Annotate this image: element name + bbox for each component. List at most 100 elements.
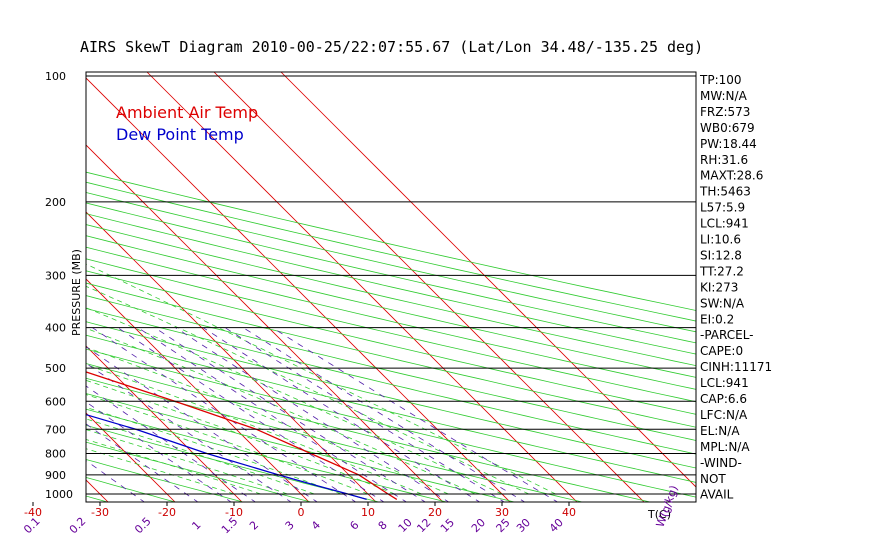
- dry-adiabat-line: [86, 235, 696, 378]
- ambient-air-temp-line: [86, 371, 398, 500]
- dry-adiabat-line: [86, 348, 696, 498]
- moist-adiabat-line: [86, 406, 342, 495]
- pressure-tick-label: 100: [45, 70, 66, 83]
- dew-point-temp-line: [86, 413, 367, 501]
- dry-adiabat-line: [86, 270, 696, 415]
- dry-adiabat-line: [86, 308, 696, 455]
- stat-item: LFC:N/A: [700, 408, 748, 422]
- stat-item: WB0:679: [700, 121, 755, 135]
- dry-adiabat-line: [86, 181, 696, 322]
- stat-item: SW:N/A: [700, 296, 745, 310]
- mixing-ratio-line: [0, 328, 80, 503]
- dry-adiabat-line: [86, 258, 696, 403]
- stat-item: SI:12.8: [700, 248, 742, 262]
- stat-item: PW:18.44: [700, 137, 757, 151]
- stat-item: FRZ:573: [700, 105, 750, 119]
- bottom-axis-tick-label: -30: [91, 506, 109, 519]
- mixing-ratio-line: [137, 327, 408, 502]
- mixing-ratio-label: 10: [396, 516, 415, 535]
- mixing-ratio-label: 0.5: [132, 515, 154, 537]
- mixing-ratio-label: 2: [247, 518, 261, 532]
- stat-item: MPL:N/A: [700, 440, 750, 454]
- stat-item: RH:31.6: [700, 153, 748, 167]
- mixing-ratio-line: [224, 327, 505, 502]
- dry-adiabat-line: [86, 441, 313, 502]
- pressure-tick-label: 600: [45, 395, 66, 408]
- chart-title: AIRS SkewT Diagram 2010-00-25/22:07:55.6…: [80, 38, 703, 56]
- mixing-ratio-label: 4: [309, 518, 323, 532]
- stat-item: MAXT:28.6: [700, 169, 763, 183]
- mixing-ratio-line: [272, 327, 559, 502]
- mixing-ratio-label: 0.2: [67, 515, 89, 537]
- mixing-ratio-line: [86, 362, 292, 502]
- isotherm-line: [86, 144, 444, 502]
- mixing-ratio-label: 30: [514, 516, 533, 535]
- y-axis-label: PRESSURE (MB): [70, 249, 83, 336]
- isotherm-line: [86, 278, 310, 502]
- dry-adiabat-line: [86, 363, 652, 502]
- dry-adiabat-line: [86, 334, 696, 483]
- legend-dew-point-temp: Dew Point Temp: [116, 125, 244, 144]
- moist-adiabat-line: [86, 327, 476, 495]
- mixing-ratio-line: [86, 346, 318, 502]
- mixing-ratio-line: [242, 327, 526, 502]
- dry-adiabat-line: [86, 377, 584, 502]
- isotherm-line: [86, 77, 511, 502]
- dry-adiabat-line: [86, 459, 245, 502]
- stat-item: MW:N/A: [700, 89, 748, 103]
- stat-item: CAP:6.6: [700, 392, 747, 406]
- dry-adiabat-line: [0, 57, 42, 503]
- mixing-ratio-label: 3: [283, 518, 297, 532]
- mixing-ratio-line: [86, 401, 232, 502]
- bottom-axis-tick-label: -10: [225, 506, 243, 519]
- moist-adiabat-line: [86, 263, 556, 495]
- moist-adiabat-line: [86, 439, 261, 495]
- isotherm-line: [86, 345, 243, 502]
- pressure-tick-label: 400: [45, 322, 66, 335]
- dry-adiabat-line: [86, 295, 696, 441]
- bottom-axis-tick-label: 10: [361, 506, 375, 519]
- stat-item: -WIND-: [700, 456, 742, 470]
- mixing-ratio-label: 6: [347, 518, 361, 532]
- moist-adiabat-line: [86, 394, 369, 495]
- stat-item: EI:0.2: [700, 312, 734, 326]
- moist-adiabat-line: [86, 429, 288, 495]
- moist-adiabat-line: [86, 364, 422, 495]
- mixing-ratio-line: [92, 327, 357, 502]
- isotherm-line: [86, 211, 377, 502]
- bottom-axis-tick-label: 30: [495, 506, 509, 519]
- stat-item: LI:10.6: [700, 233, 741, 247]
- stat-item: LCL:941: [700, 217, 749, 231]
- pressure-tick-label: 200: [45, 196, 66, 209]
- bottom-axis-tick-label: -20: [158, 506, 176, 519]
- mixing-ratio-label: 20: [469, 516, 488, 535]
- stat-item: LCL:941: [700, 376, 749, 390]
- pressure-tick-label: 300: [45, 269, 66, 282]
- mixing-ratio-label: 1: [189, 518, 203, 532]
- mixing-ratio-line: [86, 385, 257, 502]
- bottom-axis-tick-label: 0: [298, 506, 305, 519]
- bottom-axis-tick-label: -40: [24, 506, 42, 519]
- stat-item: TP:100: [699, 73, 742, 87]
- moist-adiabat-line: [86, 285, 529, 495]
- isotherm-line: [213, 72, 645, 502]
- isotherm-line: [146, 72, 578, 502]
- mixing-ratio-line: [202, 327, 481, 502]
- stat-item: TT:27.2: [699, 264, 744, 278]
- stat-item: AVAIL: [700, 488, 734, 502]
- pressure-tick-label: 1000: [45, 488, 73, 501]
- plot-frame: [85, 71, 697, 503]
- mixing-ratio-line: [0, 328, 34, 503]
- dry-adiabat-line: [86, 192, 696, 333]
- pressure-tick-label: 500: [45, 362, 66, 375]
- mixing-ratio-line: [86, 460, 145, 502]
- dry-adiabat-line: [86, 171, 696, 311]
- stat-item: CAPE:0: [700, 344, 743, 358]
- stat-item: EL:N/A: [700, 424, 740, 438]
- isotherm-line: [86, 412, 176, 502]
- isotherm-line: [0, 57, 42, 503]
- dry-adiabat-line: [86, 213, 696, 355]
- pressure-tick-label: 900: [45, 469, 66, 482]
- stat-item: -PARCEL-: [700, 328, 754, 342]
